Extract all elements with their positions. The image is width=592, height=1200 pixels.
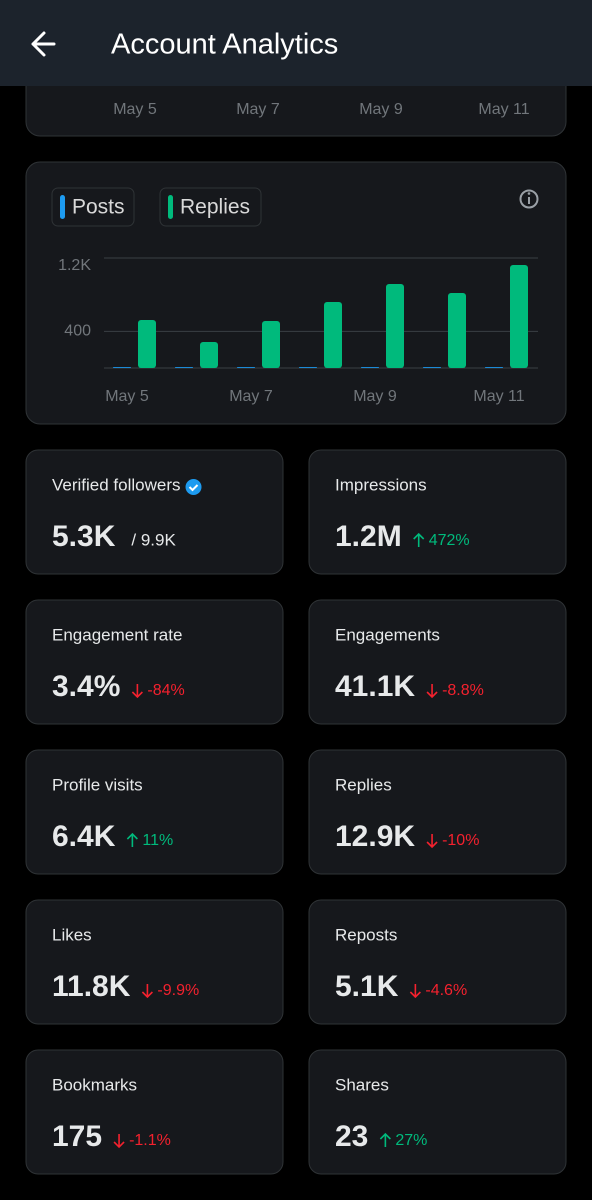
stat-card[interactable] [308,449,567,575]
bar [510,264,528,368]
stat-change: -84% [147,682,184,699]
legend-box[interactable] [159,187,262,227]
verified-badge [185,479,202,495]
change-arrow [426,684,438,699]
stat-change: -8.8% [442,682,484,699]
change-arrow [126,832,138,847]
stat-label: Replies [335,775,392,794]
bar [485,367,503,368]
stat-label: Engagements [335,625,440,644]
stat-value: 23 [335,1120,368,1153]
bar [262,320,280,368]
x-tick-label: May 7 [229,388,273,405]
change-arrow [379,1132,391,1147]
bar [237,367,255,368]
stat-value: 12.9K [335,820,415,853]
stat-value: 175 [52,1120,102,1153]
stat-card[interactable] [25,599,284,725]
bar [448,293,466,368]
stat-label: Bookmarks [52,1075,137,1094]
y-tick-label: 1.2K [58,257,91,274]
bar [423,367,441,368]
stat-label: Reposts [335,925,397,944]
stat-change: -1.1% [129,1132,171,1149]
legend-label: Replies [180,196,250,219]
stat-change: 11% [142,832,173,849]
stat-label: Verified followers [52,475,181,494]
stat-value: 6.4K [52,820,116,853]
stat-change: -4.6% [425,982,467,999]
x-tick-label: May 11 [478,101,529,118]
verified-check [188,484,199,492]
change-arrow [113,1134,125,1149]
stat-value: 11.8K [52,970,131,1003]
legend-swatch [168,195,173,219]
stat-card[interactable] [25,749,284,875]
stat-card[interactable] [308,1049,567,1175]
change-arrow [131,684,143,699]
stat-label: Shares [335,1075,389,1094]
legend-swatch [60,195,65,219]
change-arrow [141,984,153,999]
legend-label: Posts [72,196,125,219]
stat-label: Profile visits [52,775,143,794]
stat-value: 1.2M [335,520,402,553]
stat-label: Likes [52,925,92,944]
back-button[interactable] [31,31,56,57]
stat-change: 27% [395,1132,427,1149]
stat-value: 41.1K [335,670,415,703]
stat-card[interactable] [25,899,284,1025]
bar [175,367,193,368]
change-arrow [413,532,425,547]
info-icon[interactable] [519,189,539,209]
x-tick-label: May 5 [113,101,157,118]
stat-card[interactable] [25,1049,284,1175]
page-title: Account Analytics [111,29,338,61]
x-tick-label: May 11 [473,388,524,405]
bar [386,284,404,368]
stat-change: -10% [442,832,479,849]
stat-card[interactable] [25,449,284,575]
x-tick-label: May 9 [353,388,397,405]
chart-card [25,161,567,425]
bar [138,319,156,368]
x-tick-label: May 7 [236,101,280,118]
stat-change: -9.9% [157,982,199,999]
stat-label: Engagement rate [52,625,182,644]
bar [361,367,379,368]
x-tick-label: May 9 [359,101,403,118]
change-arrow [426,834,438,849]
y-tick-label: 400 [64,323,91,340]
stat-card[interactable] [308,599,567,725]
x-tick-label: May 5 [105,388,149,405]
stat-change: 472% [429,532,470,549]
stat-value: 3.4% [52,670,120,703]
stat-card[interactable] [308,899,567,1025]
bar [299,367,317,368]
stat-label: Impressions [335,475,427,494]
bar [200,341,218,368]
stat-card[interactable] [308,749,567,875]
change-arrow [409,984,421,999]
legend-box[interactable] [51,187,135,227]
bar [113,367,131,368]
stat-value: 5.3K [52,520,116,553]
app-bar [0,0,592,86]
bar [324,302,342,368]
stat-total: / 9.9K [131,530,176,549]
stat-value: 5.1K [335,970,399,1003]
